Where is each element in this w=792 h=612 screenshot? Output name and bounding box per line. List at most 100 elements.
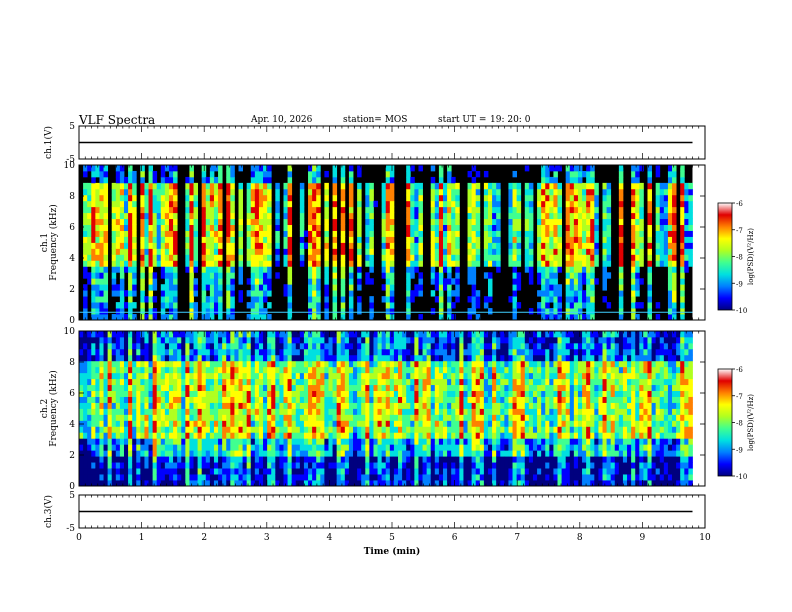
ch1-spectrogram-cell <box>250 200 256 208</box>
ch1-spectrogram-cell <box>168 308 174 315</box>
ch2-spectrogram-cell <box>123 336 129 344</box>
ch1-spectrogram-cell <box>250 206 256 214</box>
ch2-spectrogram-cell <box>369 444 374 451</box>
ch2-spectrogram-cell <box>173 384 178 392</box>
ch2-spectrogram-cell <box>144 438 149 445</box>
ch2-spectrogram-cell <box>402 474 407 481</box>
ch1-spectrogram-cell <box>312 212 317 220</box>
ch1-spectrogram-cell <box>631 230 636 237</box>
ch2-spectrogram-cell <box>295 336 301 344</box>
ch1-spectrogram-cell <box>516 302 522 309</box>
ch1-spectrogram-cell <box>414 218 419 226</box>
ch2-spectrogram-cell <box>177 450 182 457</box>
ch1-spectrogram-cell <box>316 206 321 214</box>
ch2-spectrogram-cell <box>406 426 411 433</box>
ch2-spectrogram-cell <box>123 360 129 368</box>
ch2-spectrogram-cell <box>373 414 378 421</box>
ch1-spectrogram-cell <box>647 188 652 196</box>
ch2-spectrogram-cell <box>213 474 219 481</box>
ch2-spectrogram-cell <box>381 402 387 409</box>
ch1-spectrogram-cell <box>475 248 481 255</box>
ch1-spectrogram-cell <box>144 206 149 214</box>
ch2-spectrogram-cell <box>406 450 411 457</box>
ch1-spectrogram-cell <box>647 242 652 249</box>
ch2-spectrogram-cell <box>299 462 305 469</box>
ch2-spectrogram-cell <box>357 360 362 368</box>
ch1-spectrogram-cell <box>263 176 268 184</box>
ch1-spectrogram-cell <box>549 242 554 249</box>
ch2-spectrogram-cell <box>291 438 297 445</box>
ch2-spectrogram-cell <box>275 402 280 409</box>
ch1-spectrogram-cell <box>99 165 104 172</box>
ch2-spectrogram-cell <box>406 396 411 403</box>
ch1-spectrogram-cell <box>655 236 661 243</box>
ch2-spectrogram-cell <box>291 390 297 397</box>
ch1-spectrogram-cell <box>418 284 423 291</box>
ch2-spectrogram-cell <box>340 336 346 344</box>
ch1-spectrogram-cell <box>635 218 640 226</box>
ch2-spectrogram-cell <box>128 354 133 362</box>
ch2-spectrogram-cell <box>119 426 125 433</box>
ch2-spectrogram-cell <box>287 480 293 487</box>
ch2-spectrogram-cell <box>181 396 186 403</box>
ch1-spectrogram-cell <box>385 266 391 273</box>
ch1-spectrogram-cell <box>430 248 436 255</box>
ch1-spectrogram-cell <box>381 230 387 237</box>
ch1-spectrogram-cell <box>569 296 575 303</box>
ch2-spectrogram-cell <box>414 432 419 439</box>
ch1-spectrogram-cell <box>451 302 456 309</box>
ch1-spectrogram-cell <box>365 200 370 208</box>
ch2-spectrogram-cell <box>279 420 284 427</box>
ch2-spectrogram-cell <box>140 342 145 350</box>
ch1-spectrogram-cell <box>635 165 640 172</box>
ch1-spectrogram-cell <box>308 308 313 315</box>
ch2-spectrogram-cell <box>189 366 194 374</box>
ch1-spectrogram-cell <box>115 224 121 231</box>
ch1-spectrogram-cell <box>438 296 444 303</box>
ch2-spectrogram-cell <box>209 360 215 368</box>
ch2-spectrogram-cell <box>79 390 84 397</box>
ch2-spectrogram-cell <box>312 414 317 421</box>
ch1-spectrogram-cell <box>545 272 550 279</box>
ch1-spectrogram-cell <box>553 284 558 291</box>
ch1-spectrogram-cell <box>549 290 554 297</box>
ch1-spectrogram-cell <box>385 206 391 214</box>
ch2-spectrogram-cell <box>242 408 248 415</box>
ch2-spectrogram-cell <box>254 331 260 338</box>
ch1-spectrogram-cell <box>586 182 591 190</box>
ch2-spectrogram-cell <box>332 348 338 356</box>
y-tick-label: 5 <box>69 122 75 132</box>
ch2-spectrogram-cell <box>254 432 260 439</box>
ch2-spectrogram-cell <box>185 396 190 403</box>
ch2-spectrogram-cell <box>193 366 199 374</box>
ch2-spectrogram-cell <box>299 414 305 421</box>
ch1-spectrogram-cell <box>287 314 293 321</box>
ch1-spectrogram-cell <box>263 182 268 190</box>
ch1-spectrogram-cell <box>631 266 636 273</box>
ch2-spectrogram-cell <box>144 342 149 350</box>
ch2-spectrogram-cell <box>299 432 305 439</box>
ch1-spectrogram-cell <box>663 254 669 261</box>
ch2-spectrogram-cell <box>193 408 199 415</box>
ch1-spectrogram-cell <box>455 260 460 267</box>
ch1-spectrogram-cell <box>140 278 145 285</box>
ch2-spectrogram-cell <box>213 348 219 356</box>
ch1-spectrogram-cell <box>299 242 305 249</box>
ch2-spectrogram-cell <box>189 396 194 403</box>
ch2-spectrogram-cell <box>168 366 174 374</box>
ch2-spectrogram-cell <box>267 414 272 421</box>
ch1-spectrogram-cell <box>226 230 231 237</box>
ch1-spectrogram-cell <box>667 230 673 237</box>
ch1-spectrogram-cell <box>95 308 100 315</box>
ch2-spectrogram-cell <box>83 390 88 397</box>
ch1-spectrogram-cell <box>164 248 170 255</box>
ch1-spectrogram-cell <box>87 194 92 202</box>
ch1-spectrogram-cell <box>635 266 640 273</box>
ch1-spectrogram-cell <box>557 314 562 321</box>
ch2-spectrogram-cell <box>213 450 219 457</box>
ch1-spectrogram-cell <box>553 194 558 202</box>
ch2-spectrogram-cell <box>357 468 362 475</box>
ch2-spectrogram-cell <box>177 378 182 386</box>
ch2-spectrogram-cell <box>164 372 170 380</box>
ch1-spectrogram-cell <box>410 296 415 303</box>
